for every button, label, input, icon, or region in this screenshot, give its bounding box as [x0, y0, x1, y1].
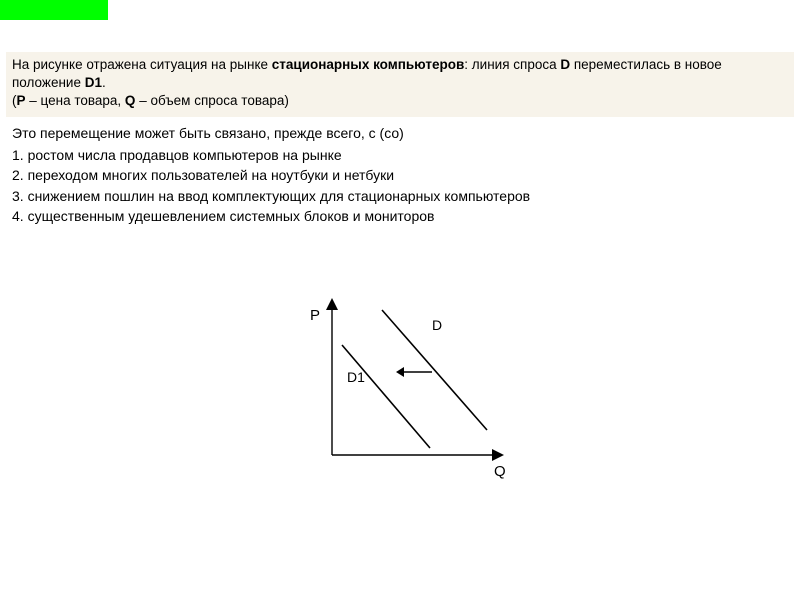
p2-post: – объем спроса товара) — [135, 93, 288, 108]
opt3-num: 3. — [12, 188, 28, 204]
svg-text:P: P — [310, 307, 320, 324]
prompt-line-2: (P – цена товара, Q – объем спроса товар… — [12, 92, 788, 110]
p2-mid1: – цена товара, — [26, 93, 125, 108]
option-2: 2. переходом многих пользователей на ноу… — [12, 165, 788, 185]
svg-text:D: D — [432, 317, 442, 333]
prompt-block: На рисунке отражена ситуация на рынке ст… — [6, 52, 794, 117]
svg-text:D1: D1 — [347, 369, 365, 385]
opt4-num: 4. — [12, 208, 28, 224]
opt3-txt: снижением пошлин на ввод комплектующих д… — [28, 188, 531, 204]
content-area: На рисунке отражена ситуация на рынке ст… — [6, 52, 794, 226]
question-lead: Это перемещение может быть связано, преж… — [12, 123, 788, 143]
opt4-txt: существенным удешевлением системных блок… — [28, 208, 435, 224]
prompt-bold-d1: D1 — [85, 75, 102, 90]
svg-text:Q: Q — [494, 463, 506, 480]
green-bar — [0, 0, 108, 20]
prompt-mid1: : линия спроса — [464, 57, 560, 72]
prompt-pre1: На рисунке отражена ситуация на рынке — [12, 57, 272, 72]
opt2-txt: переходом многих пользователей на ноутбу… — [28, 167, 395, 183]
p2-P: P — [17, 93, 26, 108]
prompt-line-1: На рисунке отражена ситуация на рынке ст… — [12, 56, 788, 92]
demand-graph: P Q D D1 — [272, 290, 532, 490]
opt2-num: 2. — [12, 167, 28, 183]
option-1: 1. ростом числа продавцов компьютеров на… — [12, 145, 788, 165]
options-block: Это перемещение может быть связано, преж… — [6, 117, 794, 226]
option-4: 4. существенным удешевлением системных б… — [12, 206, 788, 226]
p2-Q: Q — [125, 93, 136, 108]
prompt-bold1: стационарных компьютеров — [272, 57, 465, 72]
opt1-txt: ростом числа продавцов компьютеров на ры… — [28, 147, 342, 163]
graph-svg: P Q D D1 — [272, 290, 532, 490]
option-3: 3. снижением пошлин на ввод комплектующи… — [12, 186, 788, 206]
prompt-bold-d: D — [560, 57, 570, 72]
prompt-dot: . — [102, 75, 106, 90]
opt1-num: 1. — [12, 147, 28, 163]
